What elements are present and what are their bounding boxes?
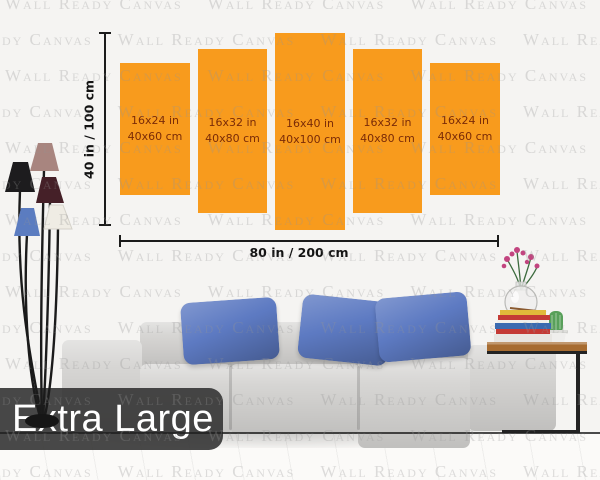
canvas-panel-1: 16x24 in 40x60 cm bbox=[120, 63, 190, 195]
vertical-dimension-line bbox=[104, 33, 106, 226]
panel-size-inches: 16x40 in bbox=[285, 116, 335, 130]
canvas-panel-5: 16x24 in 40x60 cm bbox=[430, 63, 500, 195]
vertical-dimension-bottom-cap bbox=[99, 224, 111, 226]
panel-size-inches: 16x32 in bbox=[363, 116, 412, 129]
canvas-panel-3: 16x40 in 40x100 cm bbox=[275, 33, 345, 230]
horizontal-dimension-line bbox=[119, 240, 499, 242]
horizontal-dimension-left-cap bbox=[119, 235, 121, 247]
panel-size-inches: 16x24 in bbox=[130, 114, 180, 127]
panel-size-cm: 40x60 cm bbox=[437, 130, 493, 143]
canvas-panel-2: 16x32 in 40x80 cm bbox=[198, 49, 267, 213]
panel-size-cm: 40x100 cm bbox=[279, 132, 341, 146]
panel-size-inches: 16x32 in bbox=[208, 116, 257, 129]
panel-size-cm: 40x60 cm bbox=[127, 130, 183, 143]
side-table-illustration bbox=[487, 247, 587, 433]
canvas-panel-4: 16x32 in 40x80 cm bbox=[353, 49, 422, 213]
wall-floor-junction-line bbox=[0, 432, 600, 434]
sofa-right-armrest bbox=[468, 345, 556, 431]
horizontal-dimension-right-cap bbox=[497, 235, 499, 247]
vertical-dimension-top-cap bbox=[99, 32, 111, 34]
sofa-seam bbox=[229, 366, 232, 430]
horizontal-dimension-label: 80 in / 200 cm bbox=[249, 245, 349, 260]
sofa-seam bbox=[357, 366, 360, 430]
c-table-frame bbox=[487, 342, 587, 433]
sofa-seat-cushion bbox=[230, 364, 360, 434]
panel-size-inches: 16x24 in bbox=[440, 114, 490, 127]
floor-lamp-illustration bbox=[5, 143, 73, 428]
lamp-shades bbox=[5, 143, 73, 236]
wood-floor bbox=[0, 434, 600, 480]
lamp-base bbox=[25, 414, 59, 428]
book-stack-icon bbox=[494, 307, 552, 342]
panel-size-cm: 40x80 cm bbox=[360, 132, 415, 145]
panel-size-cm: 40x80 cm bbox=[205, 132, 260, 145]
